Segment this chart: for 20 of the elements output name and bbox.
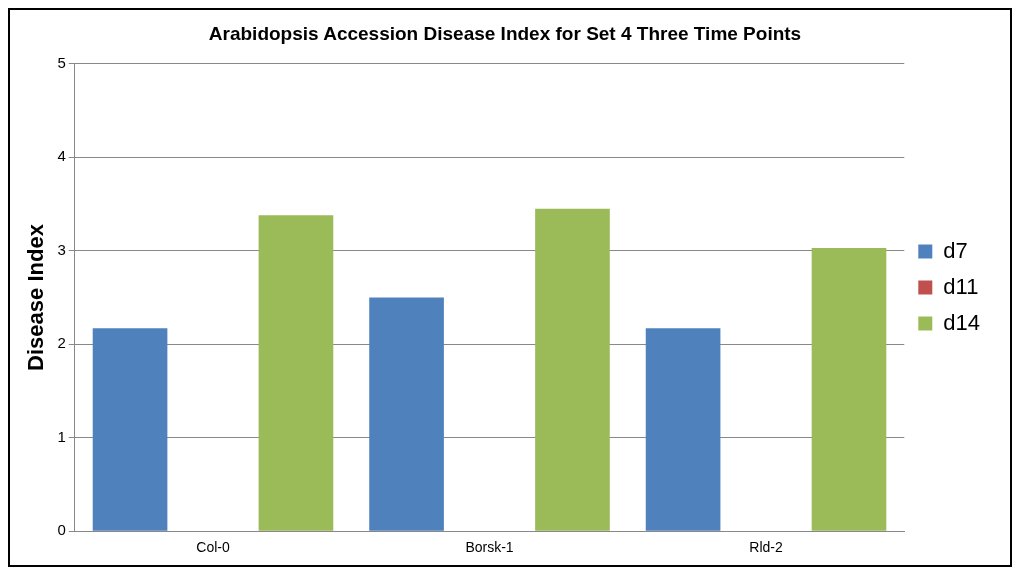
bar [258,215,334,531]
y-tick-label: 2 [57,334,66,352]
y-tick-label: 3 [57,240,66,258]
legend-label: d14 [943,309,981,335]
y-tick-label: 1 [57,427,66,445]
bar [369,297,444,531]
bar [811,247,887,531]
chart-title: Arabidopsis Accession Disease Index for Set 4 Three Time Points [208,22,802,44]
legend-label: d11 [943,273,979,299]
y-tick-label: 0 [57,521,66,539]
x-tick-label: Rld-2 [749,539,783,556]
bar [645,328,721,531]
bar [535,208,610,531]
legend-label: d7 [943,237,968,263]
y-tick-label: 4 [57,147,66,165]
x-tick-label: Borsk-1 [465,539,514,556]
y-tick-label: 5 [57,53,66,71]
y-axis-title: Disease Index [23,223,49,371]
bar [92,328,168,531]
x-tick-label: Col-0 [196,539,230,556]
